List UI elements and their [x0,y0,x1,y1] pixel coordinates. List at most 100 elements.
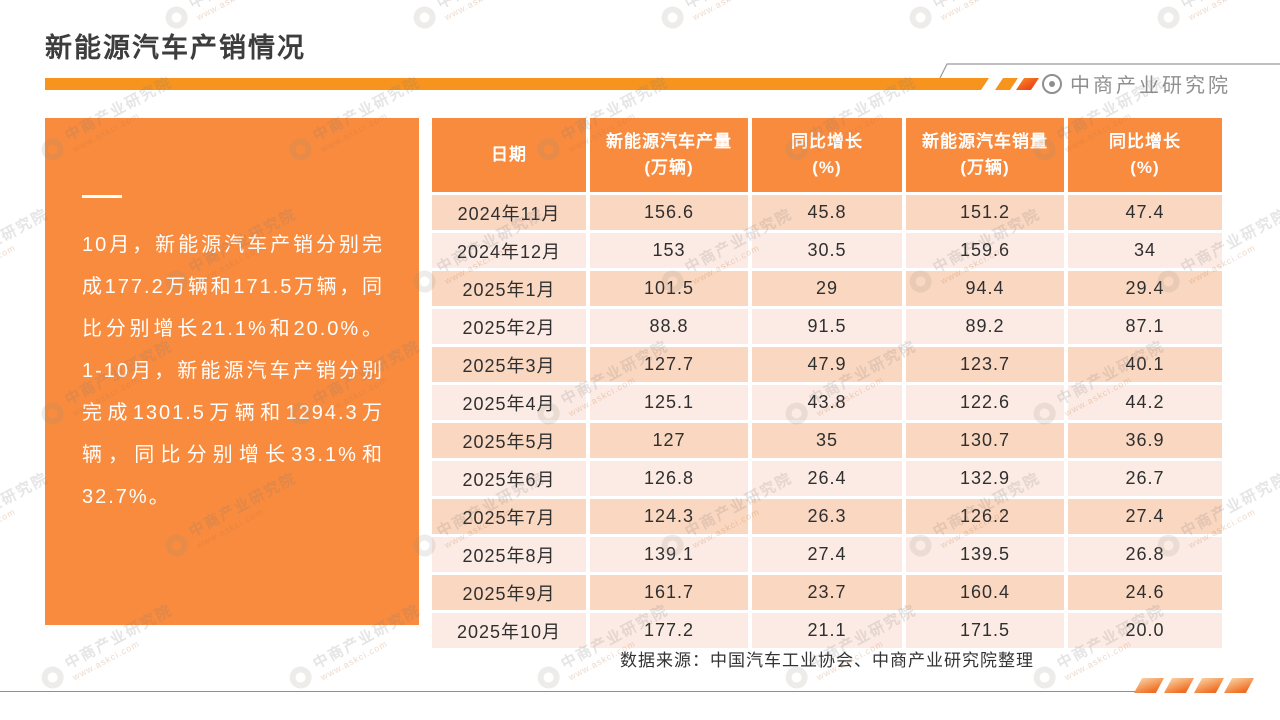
table-row: 2025年2月 88.8 91.5 89.2 87.1 [432,309,1222,344]
table-row: 2025年10月 177.2 21.1 171.5 20.0 [432,613,1222,648]
table-body: 2024年11月 156.6 45.8 151.2 47.4 2024年12月 153 30.… [432,195,1222,648]
watermark-url: www.askci.com [442,0,514,23]
cell-value: 21.1 [752,613,902,648]
cell-value: 20.0 [1068,613,1222,648]
cell-value: 132.9 [906,461,1064,496]
cell-value: 127.7 [590,347,748,382]
cell-value: 27.4 [752,537,902,572]
table-row: 2025年1月 101.5 29 94.4 29.4 [432,271,1222,306]
cell-value: 26.8 [1068,537,1222,572]
cell-date: 2025年8月 [432,537,586,572]
cell-value: 24.6 [1068,575,1222,610]
cell-date: 2025年7月 [432,499,586,534]
col-header-sales-growth: 同比增长 (%) [1068,118,1222,192]
watermark-url: www.askci.com [1186,0,1258,23]
cell-date: 2025年3月 [432,347,586,382]
cell-date: 2025年1月 [432,271,586,306]
cell-value: 87.1 [1068,309,1222,344]
cell-value: 88.8 [590,309,748,344]
watermark-url: www.askci.com [0,0,18,23]
cell-value: 151.2 [906,195,1064,230]
cell-value: 30.5 [752,233,902,268]
cell-value: 124.3 [590,499,748,534]
footer-line [0,691,1141,692]
watermark-url: www.askci.com [70,638,142,683]
cell-value: 160.4 [906,575,1064,610]
watermark-url: www.askci.com [690,0,762,23]
table-row: 2025年3月 127.7 47.9 123.7 40.1 [432,347,1222,382]
cell-value: 159.6 [906,233,1064,268]
summary-dash-decoration [82,195,122,198]
cell-value: 29.4 [1068,271,1222,306]
watermark-name: 中商产业研究院 [1177,0,1280,13]
circle-dot-icon [1042,73,1062,94]
cell-value: 161.7 [590,575,748,610]
brand-logo: 中商产业研究院 [1042,69,1231,98]
watermark-name: 中商产业研究院 [929,0,1044,13]
cell-value: 125.1 [590,385,748,420]
cell-value: 139.5 [906,537,1064,572]
watermark-name: 中商产业研究院 [433,0,548,13]
footer-arrow-icon [1224,678,1254,693]
footer-arrow-icon [1194,678,1224,693]
cell-value: 171.5 [906,613,1064,648]
table-row: 2025年4月 125.1 43.8 122.6 44.2 [432,385,1222,420]
cell-value: 40.1 [1068,347,1222,382]
cell-value: 47.9 [752,347,902,382]
cell-value: 36.9 [1068,423,1222,458]
watermark-url: www.askci.com [194,0,266,23]
table-row: 2025年6月 126.8 26.4 132.9 26.7 [432,461,1222,496]
cell-value: 177.2 [590,613,748,648]
col-header-date: 日期 [432,118,586,192]
watermark-logo-icon [657,2,688,32]
cell-value: 122.6 [906,385,1064,420]
cell-date: 2025年2月 [432,309,586,344]
cell-value: 27.4 [1068,499,1222,534]
cell-date: 2025年6月 [432,461,586,496]
cell-value: 43.8 [752,385,902,420]
brand-name: 中商产业研究院 [1070,75,1231,97]
cell-value: 44.2 [1068,385,1222,420]
summary-text: 10月，新能源汽车产销分别完成177.2万辆和171.5万辆，同比分别增长21.… [82,234,384,508]
cell-value: 26.7 [1068,461,1222,496]
summary-panel: 10月，新能源汽车产销分别完成177.2万辆和171.5万辆，同比分别增长21.… [45,118,419,625]
footer-arrow-icon [1134,678,1164,693]
cell-value: 126.8 [590,461,748,496]
cell-value: 126.2 [906,499,1064,534]
col-header-production: 新能源汽车产量 (万辆) [590,118,748,192]
watermark-url: www.askci.com [938,0,1010,23]
col-header-production-growth: 同比增长 (%) [752,118,902,192]
watermark-logo-icon [905,2,936,32]
cell-value: 26.4 [752,461,902,496]
cell-date: 2025年5月 [432,423,586,458]
cell-value: 101.5 [590,271,748,306]
table-row: 2025年8月 139.1 27.4 139.5 26.8 [432,537,1222,572]
page-title: 新能源汽车产销情况 [45,33,306,63]
cell-date: 2024年11月 [432,195,586,230]
footer-arrow-icon [1164,678,1194,693]
watermark-name: 中商产业研究院 [185,0,300,13]
cell-value: 153 [590,233,748,268]
watermark-name: 中商产业研究院 [681,0,796,13]
cell-value: 91.5 [752,309,902,344]
cell-value: 156.6 [590,195,748,230]
watermark-logo-icon [409,2,440,32]
table-row: 2024年12月 153 30.5 159.6 34 [432,233,1222,268]
cell-value: 123.7 [906,347,1064,382]
watermark-logo-icon [1153,2,1184,32]
watermark-name: 中商产业研究院 [0,0,52,13]
cell-date: 2025年9月 [432,575,586,610]
watermark-logo-icon [37,662,68,692]
cell-value: 23.7 [752,575,902,610]
cell-value: 45.8 [752,195,902,230]
accent-bar [45,78,989,90]
cell-value: 35 [752,423,902,458]
table-header-row: 日期 新能源汽车产量 (万辆) 同比增长 (%) 新能源汽车销量 (万辆) 同比… [432,118,1222,192]
